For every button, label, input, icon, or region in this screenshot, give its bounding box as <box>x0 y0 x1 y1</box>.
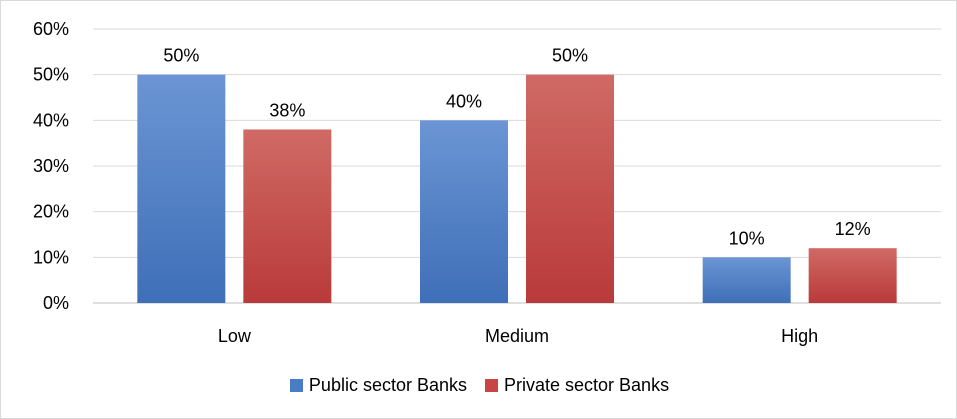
y-tick-label: 40% <box>33 110 69 130</box>
bar-private-high <box>808 248 897 303</box>
legend-swatch-public <box>289 379 303 392</box>
y-tick-label: 60% <box>33 19 69 39</box>
y-axis: 0% 10% 20% 30% 40% 50% 60% <box>33 19 69 313</box>
y-tick-label: 0% <box>43 293 69 313</box>
y-tick-label: 10% <box>33 247 69 267</box>
x-category-label: High <box>781 326 818 346</box>
legend-swatch-private <box>485 379 498 392</box>
legend-item-private: Private sector Banks <box>485 375 669 396</box>
y-tick-label: 30% <box>33 156 69 176</box>
data-label-public-low: 50% <box>163 46 199 66</box>
data-labels: 50% 38% 40% 50% 10% 12% <box>163 46 870 249</box>
bar-private-low <box>243 129 332 303</box>
bar-chart: 0%10%20%30%40%50%60% 50%38% 40%50%10% 12% … <box>33 19 941 346</box>
bar-public-medium <box>420 120 508 303</box>
data-label-public-high: 10% <box>729 228 765 248</box>
y-tick-label: 20% <box>33 202 69 222</box>
legend-item-public: Public sector Banks <box>289 375 467 396</box>
y-tick-label: 50% <box>33 65 69 85</box>
data-label-private-high: 12% <box>835 219 871 239</box>
x-category-label: Low <box>218 326 252 346</box>
data-label-public-medium: 40% <box>446 91 482 111</box>
bar-public-high <box>702 257 791 303</box>
gridlines <box>93 28 941 304</box>
data-label-private-medium: 50% <box>552 46 588 66</box>
x-axis: Low Medium High <box>218 326 818 346</box>
legend: Public sector Banks Private sector Banks <box>1 375 957 396</box>
x-category-label: Medium <box>485 326 549 346</box>
bar-public-low <box>137 74 226 304</box>
legend-label-public: Public sector Banks <box>308 375 467 395</box>
data-label-private-low: 38% <box>269 100 305 120</box>
bars <box>137 74 897 304</box>
legend-label-private: Private sector Banks <box>504 375 670 395</box>
bar-private-medium <box>526 74 614 304</box>
